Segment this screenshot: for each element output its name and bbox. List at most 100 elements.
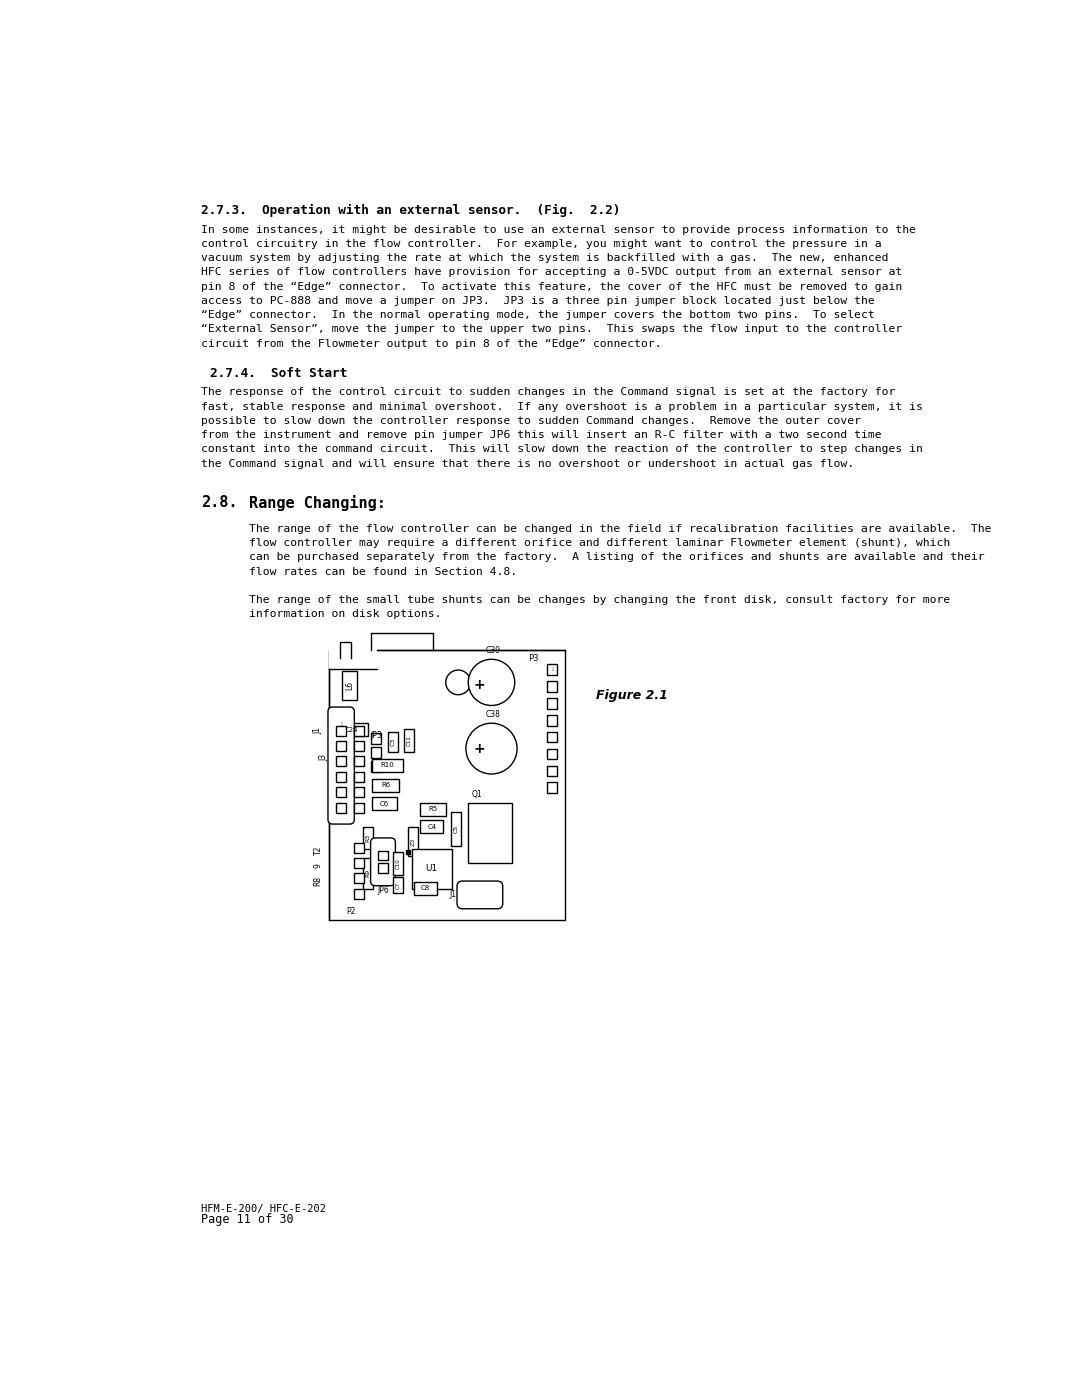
Text: R10: R10 xyxy=(381,763,394,768)
Text: C4: C4 xyxy=(428,824,436,830)
Circle shape xyxy=(446,671,471,694)
Text: The range of the flow controller can be changed in the field if recalibration fa: The range of the flow controller can be … xyxy=(248,524,991,534)
Text: 2.8.: 2.8. xyxy=(201,495,238,510)
Text: C5: C5 xyxy=(454,826,459,833)
Text: fast, stable response and minimal overshoot.  If any overshoot is a problem in a: fast, stable response and minimal oversh… xyxy=(201,402,922,412)
Text: P3: P3 xyxy=(528,654,539,664)
Text: R3: R3 xyxy=(365,834,370,842)
Text: information on disk options.: information on disk options. xyxy=(248,609,442,619)
Bar xyxy=(451,812,461,847)
Text: can be purchased separately from the factory.  A listing of the orifices and shu: can be purchased separately from the fac… xyxy=(248,552,985,562)
Text: control circuitry in the flow controller.  For example, you might want to contro: control circuitry in the flow controller… xyxy=(201,239,881,249)
Text: J3: J3 xyxy=(320,754,328,761)
Bar xyxy=(353,842,364,852)
Text: HFM-E-200/ HFC-E-202: HFM-E-200/ HFC-E-202 xyxy=(201,1204,326,1214)
Bar xyxy=(353,802,364,813)
Bar xyxy=(336,787,346,798)
Text: J1: J1 xyxy=(449,890,456,900)
Bar xyxy=(414,882,437,895)
Bar xyxy=(336,771,346,782)
Text: P2: P2 xyxy=(347,907,356,915)
Text: T2: T2 xyxy=(313,845,323,855)
Text: 2.7.4.  Soft Start: 2.7.4. Soft Start xyxy=(211,366,348,380)
Text: C38: C38 xyxy=(485,710,500,719)
Text: access to PC-888 and move a jumper on JP3.  JP3 is a three pin jumper block loca: access to PC-888 and move a jumper on JP… xyxy=(201,296,875,306)
Bar xyxy=(420,802,446,816)
Bar xyxy=(404,729,414,752)
Text: The range of the small tube shunts can be changes by changing the front disk, co: The range of the small tube shunts can b… xyxy=(248,595,950,605)
Bar xyxy=(335,724,367,736)
Bar xyxy=(469,802,512,862)
Text: J1: J1 xyxy=(313,726,323,733)
Bar xyxy=(328,647,377,669)
Text: Q1: Q1 xyxy=(471,791,482,799)
Bar xyxy=(336,802,346,813)
Text: pin 8 of the “Edge” connector.  To activate this feature, the cover of the HFC m: pin 8 of the “Edge” connector. To activa… xyxy=(201,282,902,292)
Bar xyxy=(363,827,373,849)
Bar xyxy=(363,858,373,888)
Bar xyxy=(328,650,565,919)
Text: +: + xyxy=(473,742,485,756)
Text: circuit from the Flowmeter output to pin 8 of the “Edge” connector.: circuit from the Flowmeter output to pin… xyxy=(201,338,661,349)
Bar xyxy=(373,778,400,792)
Bar xyxy=(353,888,364,898)
Bar xyxy=(353,771,364,782)
Text: R9: R9 xyxy=(365,869,370,877)
Bar xyxy=(370,733,381,745)
Text: C11: C11 xyxy=(406,735,411,746)
Text: Figure 2.1: Figure 2.1 xyxy=(596,689,669,701)
Bar xyxy=(353,756,364,767)
Bar xyxy=(378,863,388,873)
Text: from the instrument and remove pin jumper JP6 this will insert an R-C filter wit: from the instrument and remove pin jumpe… xyxy=(201,430,881,440)
FancyBboxPatch shape xyxy=(370,838,395,886)
Text: L6: L6 xyxy=(346,680,354,690)
Text: “External Sensor”, move the jumper to the upper two pins.  This swaps the flow i: “External Sensor”, move the jumper to th… xyxy=(201,324,902,334)
Bar xyxy=(336,756,346,767)
Bar xyxy=(370,761,381,771)
Text: 9: 9 xyxy=(313,863,323,868)
Bar xyxy=(393,877,403,893)
Text: C10: C10 xyxy=(395,858,401,869)
Bar xyxy=(370,747,381,757)
Text: R5: R5 xyxy=(429,806,437,812)
Text: 1: 1 xyxy=(550,666,554,672)
Text: Page 11 of 30: Page 11 of 30 xyxy=(201,1214,294,1227)
Text: flow controller may require a different orifice and different laminar Flowmeter : flow controller may require a different … xyxy=(248,538,950,548)
Text: +: + xyxy=(473,679,485,693)
Text: C8: C8 xyxy=(421,886,430,891)
Bar xyxy=(546,749,557,760)
Bar xyxy=(342,671,357,700)
Bar xyxy=(546,766,557,777)
Circle shape xyxy=(469,659,515,705)
Text: In some instances, it might be desirable to use an external sensor to provide pr: In some instances, it might be desirable… xyxy=(201,225,916,235)
Text: constant into the command circuit.  This will slow down the reaction of the cont: constant into the command circuit. This … xyxy=(201,444,922,454)
Bar xyxy=(546,664,557,675)
Text: R8: R8 xyxy=(313,876,323,886)
Bar xyxy=(353,787,364,798)
Text: possible to slow down the controller response to sudden Command changes.  Remove: possible to slow down the controller res… xyxy=(201,416,861,426)
Bar xyxy=(546,782,557,793)
Bar xyxy=(546,680,557,692)
Bar xyxy=(388,732,397,752)
Text: R6: R6 xyxy=(381,782,390,788)
Bar xyxy=(408,827,418,856)
Bar xyxy=(353,740,364,752)
Text: 1: 1 xyxy=(339,722,343,726)
Bar xyxy=(546,732,557,742)
Text: C39: C39 xyxy=(485,647,500,655)
Text: C6: C6 xyxy=(380,800,389,806)
Text: C7: C7 xyxy=(395,882,401,888)
Text: flow rates can be found in Section 4.8.: flow rates can be found in Section 4.8. xyxy=(248,567,517,577)
Bar xyxy=(411,849,451,888)
Text: C3: C3 xyxy=(390,738,395,746)
Text: the Command signal and will ensure that there is no overshoot or undershoot in a: the Command signal and will ensure that … xyxy=(201,458,854,469)
Circle shape xyxy=(465,724,517,774)
Bar xyxy=(546,715,557,725)
Text: JP6: JP6 xyxy=(377,886,389,894)
Text: 2.7.3.  Operation with an external sensor.  (Fig.  2.2): 2.7.3. Operation with an external sensor… xyxy=(201,204,620,217)
Bar xyxy=(373,798,397,810)
Bar xyxy=(336,740,346,752)
Text: vacuum system by adjusting the rate at which the system is backfilled with a gas: vacuum system by adjusting the rate at w… xyxy=(201,253,889,263)
Text: “Edge” connector.  In the normal operating mode, the jumper covers the bottom tw: “Edge” connector. In the normal operatin… xyxy=(201,310,875,320)
FancyBboxPatch shape xyxy=(457,882,502,909)
